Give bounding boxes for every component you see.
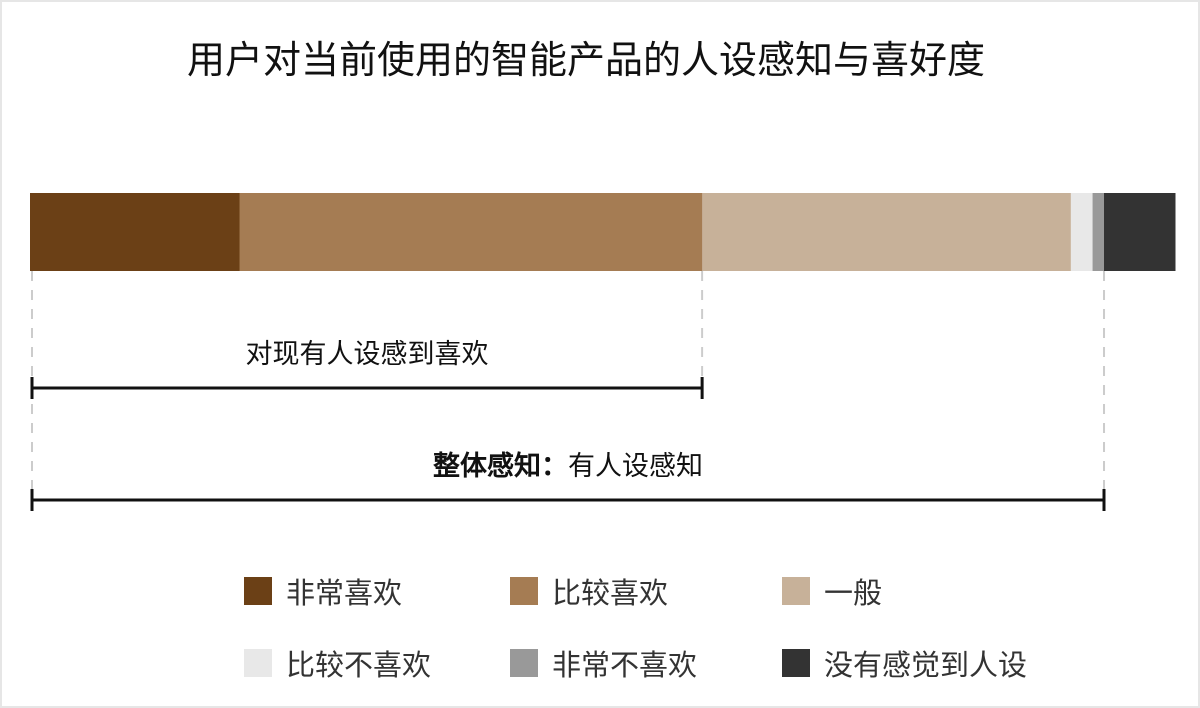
legend-label: 非常喜欢: [286, 576, 403, 610]
legend-label: 一般: [824, 576, 883, 610]
chart-title: 用户对当前使用的智能产品的人设感知与喜好度: [186, 38, 985, 82]
bar-segment: [1092, 193, 1105, 271]
legend-swatch: [510, 577, 538, 605]
legend: 非常喜欢 比较喜欢 一般 比较不喜欢 非常不喜欢 没有感觉到人设: [244, 566, 1104, 688]
annotation-perception-text: 有人设感知: [568, 451, 703, 482]
legend-label: 比较喜欢: [552, 576, 669, 610]
legend-item: 没有感觉到人设: [782, 638, 1082, 688]
legend-swatch: [782, 649, 810, 677]
legend-label: 非常不喜欢: [552, 648, 698, 682]
annotation-like-label: 对现有人设感到喜欢: [245, 339, 489, 370]
bar-segment: [30, 193, 241, 271]
annotation-perception-label: 整体感知：有人设感知: [433, 450, 703, 484]
legend-swatch: [782, 577, 810, 605]
bar-segment: [702, 193, 1072, 271]
legend-label: 比较不喜欢: [286, 648, 432, 682]
legend-swatch: [510, 649, 538, 677]
legend-item: 一般: [782, 566, 1082, 616]
legend-item: 非常喜欢: [244, 566, 510, 616]
annotation-perception-bold: 整体感知：: [433, 451, 568, 482]
bar-segment: [1070, 193, 1094, 271]
bar-segment: [239, 193, 703, 271]
legend-item: 比较不喜欢: [244, 638, 510, 688]
legend-item: 比较喜欢: [510, 566, 782, 616]
bar-segment: [1104, 193, 1176, 271]
legend-swatch: [244, 577, 272, 605]
legend-label: 没有感觉到人设: [824, 648, 1028, 682]
annotation-brackets: [30, 377, 1106, 511]
legend-swatch: [244, 649, 272, 677]
legend-item: 非常不喜欢: [510, 638, 782, 688]
bar-segments: [30, 193, 1176, 271]
